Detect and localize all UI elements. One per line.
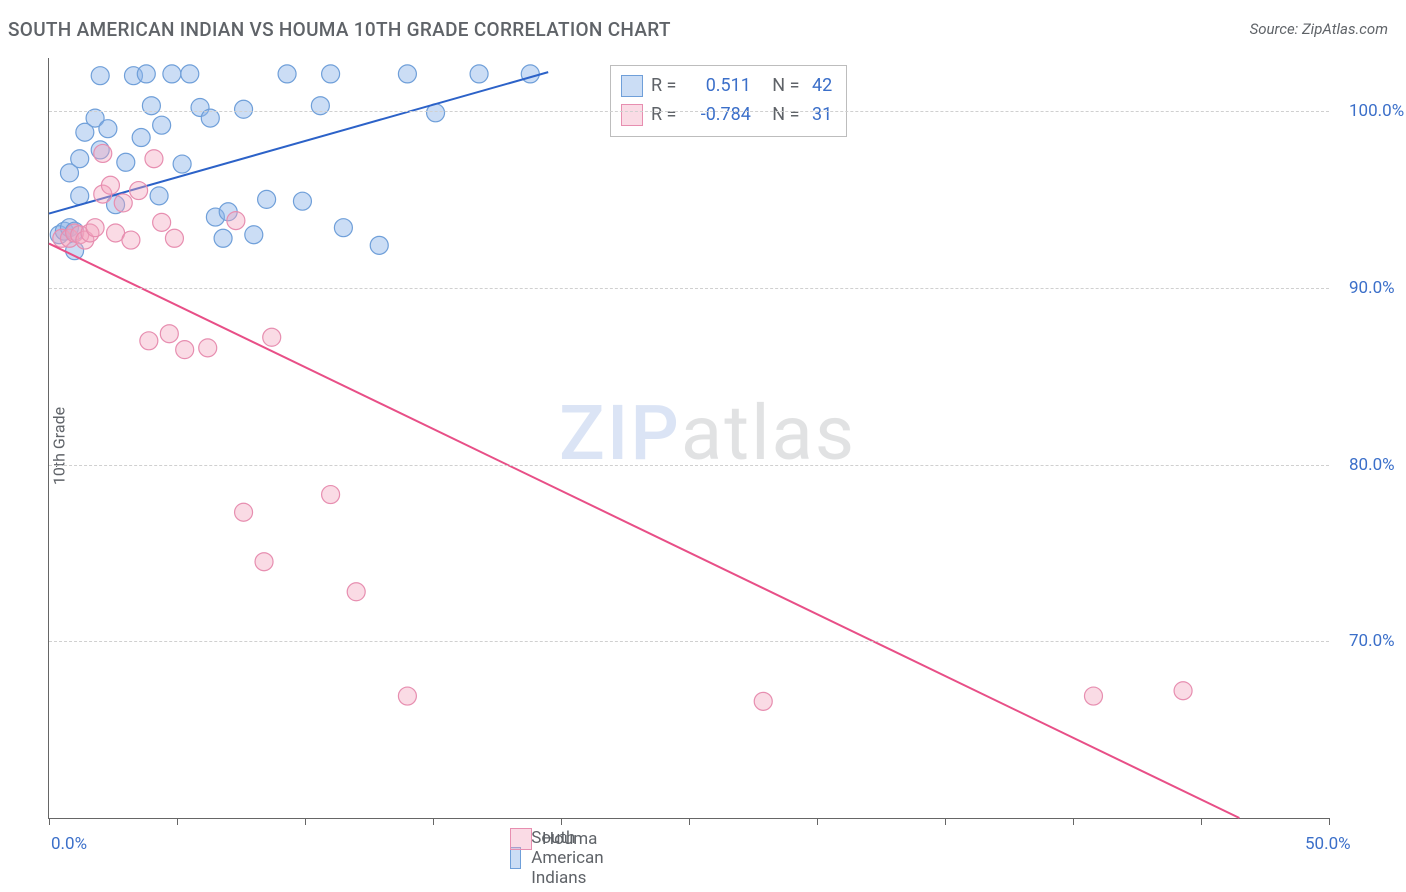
source-label: Source: ZipAtlas.com bbox=[1250, 20, 1388, 38]
scatter-point bbox=[255, 553, 273, 571]
n-label: N = bbox=[759, 72, 804, 101]
legend-swatch bbox=[621, 75, 643, 97]
scatter-point bbox=[398, 65, 416, 83]
scatter-point bbox=[347, 583, 365, 601]
x-tick bbox=[689, 818, 690, 825]
scatter-point bbox=[150, 187, 168, 205]
scatter-point bbox=[245, 226, 263, 244]
scatter-point bbox=[145, 150, 163, 168]
plot-area: ZIPatlas R = 0.511 N = 42R = -0.784 N = … bbox=[48, 58, 1329, 819]
scatter-point bbox=[117, 153, 135, 171]
scatter-point bbox=[71, 150, 89, 168]
scatter-point bbox=[235, 100, 253, 118]
gridline-h bbox=[49, 111, 1329, 112]
bottom-legend-item: Houma bbox=[510, 828, 597, 850]
correlation-legend: R = 0.511 N = 42R = -0.784 N = 31 bbox=[610, 65, 847, 137]
correlation-row: R = -0.784 N = 31 bbox=[621, 101, 832, 130]
r-label: R = bbox=[651, 101, 681, 130]
scatter-point bbox=[91, 67, 109, 85]
scatter-point bbox=[153, 116, 171, 134]
y-tick-label: 70.0% bbox=[1349, 631, 1395, 651]
x-tick-label: 50.0% bbox=[1305, 834, 1351, 854]
correlation-row: R = 0.511 N = 42 bbox=[621, 72, 832, 101]
scatter-point bbox=[199, 339, 217, 357]
r-value: 0.511 bbox=[689, 72, 751, 101]
scatter-point bbox=[311, 97, 329, 115]
scatter-point bbox=[214, 229, 232, 247]
chart-svg bbox=[49, 58, 1329, 818]
scatter-point bbox=[754, 692, 772, 710]
y-tick-label: 80.0% bbox=[1349, 455, 1395, 475]
legend-swatch bbox=[510, 847, 521, 869]
scatter-point bbox=[101, 176, 119, 194]
x-tick bbox=[1073, 818, 1074, 825]
n-value: 42 bbox=[812, 72, 832, 101]
gridline-h bbox=[49, 288, 1329, 289]
x-tick bbox=[945, 818, 946, 825]
legend-swatch bbox=[621, 104, 643, 126]
legend-swatch bbox=[510, 828, 532, 850]
y-tick-label: 90.0% bbox=[1349, 278, 1395, 298]
scatter-point bbox=[114, 194, 132, 212]
x-tick bbox=[49, 818, 50, 825]
scatter-point bbox=[235, 503, 253, 521]
scatter-point bbox=[165, 229, 183, 247]
scatter-point bbox=[122, 231, 140, 249]
scatter-point bbox=[137, 65, 155, 83]
scatter-point bbox=[258, 190, 276, 208]
x-tick bbox=[433, 818, 434, 825]
x-tick bbox=[305, 818, 306, 825]
chart-title: SOUTH AMERICAN INDIAN VS HOUMA 10TH GRAD… bbox=[8, 18, 671, 41]
x-tick bbox=[1201, 818, 1202, 825]
trend-line bbox=[49, 244, 1239, 818]
x-tick-label: 0.0% bbox=[51, 834, 87, 854]
scatter-point bbox=[176, 341, 194, 359]
x-tick bbox=[1329, 818, 1330, 825]
scatter-point bbox=[278, 65, 296, 83]
scatter-point bbox=[263, 328, 281, 346]
scatter-point bbox=[398, 687, 416, 705]
trend-line bbox=[49, 72, 548, 213]
scatter-point bbox=[1174, 682, 1192, 700]
scatter-point bbox=[521, 65, 539, 83]
scatter-point bbox=[293, 192, 311, 210]
chart-container: SOUTH AMERICAN INDIAN VS HOUMA 10TH GRAD… bbox=[0, 0, 1406, 892]
scatter-point bbox=[470, 65, 488, 83]
x-tick bbox=[817, 818, 818, 825]
r-label: R = bbox=[651, 72, 681, 101]
scatter-point bbox=[94, 144, 112, 162]
scatter-point bbox=[163, 65, 181, 83]
gridline-h bbox=[49, 465, 1329, 466]
scatter-point bbox=[153, 213, 171, 231]
scatter-point bbox=[181, 65, 199, 83]
r-value: -0.784 bbox=[689, 101, 751, 130]
x-tick bbox=[561, 818, 562, 825]
scatter-point bbox=[130, 182, 148, 200]
n-label: N = bbox=[759, 101, 804, 130]
legend-label: Houma bbox=[542, 829, 597, 849]
scatter-point bbox=[227, 212, 245, 230]
scatter-point bbox=[322, 486, 340, 504]
scatter-point bbox=[132, 129, 150, 147]
scatter-point bbox=[160, 325, 178, 343]
scatter-point bbox=[334, 219, 352, 237]
scatter-point bbox=[370, 236, 388, 254]
x-tick bbox=[177, 818, 178, 825]
y-tick-label: 100.0% bbox=[1349, 101, 1404, 121]
scatter-point bbox=[1084, 687, 1102, 705]
scatter-point bbox=[322, 65, 340, 83]
scatter-point bbox=[99, 120, 117, 138]
scatter-point bbox=[86, 219, 104, 237]
scatter-point bbox=[173, 155, 191, 173]
scatter-point bbox=[140, 332, 158, 350]
gridline-h bbox=[49, 641, 1329, 642]
scatter-point bbox=[142, 97, 160, 115]
n-value: 31 bbox=[812, 101, 832, 130]
